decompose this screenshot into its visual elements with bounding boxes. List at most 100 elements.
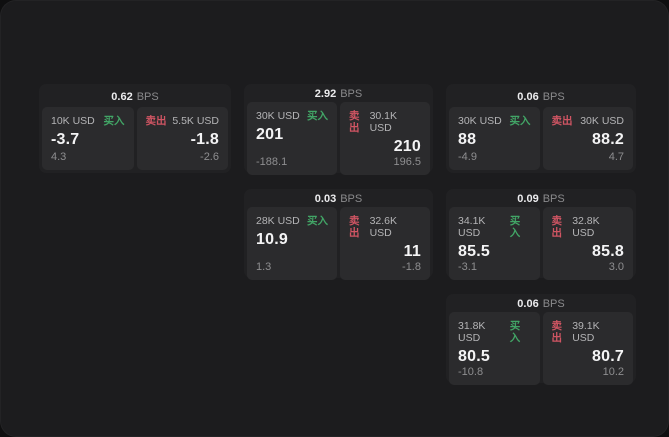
buy-price: 201 (256, 126, 284, 143)
spread-bps-unit: BPS (542, 90, 565, 103)
sell-panel[interactable]: 卖出 30K USD 88.2 4.7 (542, 107, 633, 170)
buy-sub-value: -3.1 (458, 261, 477, 273)
buy-panel[interactable]: 10K USD 买入 -3.7 4.3 (42, 107, 134, 170)
sell-notional: 32.6K USD (369, 215, 398, 239)
buy-panel[interactable]: 28K USD 买入 10.9 1.3 (247, 207, 337, 280)
sell-price: 11 (403, 243, 421, 260)
buy-side-label: 买入 (509, 115, 531, 127)
sell-notional: 39.1K USD (572, 320, 600, 344)
sell-sub-value: -2.6 (200, 151, 219, 163)
quote-body: 10K USD 买入 -3.7 4.3 卖出 5.5K USD -1.8 -2.… (42, 107, 228, 170)
sell-notional: 5.5K USD (172, 115, 219, 127)
buy-notional: 30K USD (458, 115, 502, 127)
buy-side-label: 买入 (509, 320, 521, 344)
sell-notional: 30.1K USD (369, 110, 398, 134)
quote-card: 0.09 BPS 34.1K USD 买入 85.5 -3.1 卖出 32.8K… (446, 189, 636, 280)
quote-card-grid: 0.62 BPS 10K USD 买入 -3.7 4.3 卖出 5.5K USD (39, 84, 636, 385)
spread-bps-unit: BPS (340, 88, 363, 100)
quote-card: 0.06 BPS 31.8K USD 买入 80.5 -10.8 卖出 39.1… (446, 294, 636, 385)
quote-card: 2.92 BPS 30K USD 买入 201 -188.1 卖出 30.1K … (244, 84, 433, 175)
sell-price: 85.8 (592, 243, 624, 260)
spread-header: 0.09 BPS (449, 193, 633, 205)
sell-panel[interactable]: 卖出 39.1K USD 80.7 10.2 (542, 312, 633, 385)
spread-bps-value: 0.03 (314, 193, 337, 205)
sell-panel[interactable]: 卖出 30.1K USD 210 196.5 (340, 102, 430, 175)
buy-panel-top: 30K USD 买入 (458, 115, 531, 127)
buy-price: 88 (458, 131, 477, 148)
buy-panel-top: 34.1K USD 买入 (458, 215, 531, 239)
sell-sub-value: 196.5 (393, 156, 421, 168)
buy-side-label: 买入 (103, 115, 125, 127)
spread-bps-value: 0.09 (517, 193, 539, 205)
buy-panel-top: 28K USD 买入 (256, 215, 328, 227)
sell-side-label: 卖出 (551, 215, 563, 239)
buy-panel[interactable]: 34.1K USD 买入 85.5 -3.1 (449, 207, 540, 280)
spread-bps-unit: BPS (136, 90, 159, 103)
sell-price: 80.7 (592, 348, 624, 365)
sell-notional: 32.8K USD (572, 215, 600, 239)
sell-sub-value: -1.8 (402, 261, 421, 273)
sell-sub-value: 3.0 (608, 261, 624, 273)
buy-sub-value: -4.9 (458, 151, 477, 163)
sell-panel-top: 卖出 32.6K USD (349, 215, 421, 239)
sell-panel[interactable]: 卖出 5.5K USD -1.8 -2.6 (136, 107, 228, 170)
buy-notional: 30K USD (256, 110, 300, 122)
spread-bps-value: 2.92 (314, 88, 337, 100)
buy-side-label: 买入 (307, 110, 328, 122)
buy-price: 80.5 (458, 348, 490, 365)
quote-body: 30K USD 买入 88 -4.9 卖出 30K USD 88.2 4.7 (449, 107, 633, 170)
spread-bps-unit: BPS (542, 298, 565, 310)
spread-bps-unit: BPS (542, 193, 565, 205)
sell-panel-top: 卖出 39.1K USD (552, 320, 625, 344)
spread-bps-value: 0.06 (517, 90, 539, 103)
buy-side-label: 买入 (509, 215, 521, 239)
buy-sub-value: 1.3 (256, 261, 272, 273)
spread-header: 0.03 BPS (247, 193, 430, 205)
buy-notional: 31.8K USD (458, 320, 486, 344)
sell-panel[interactable]: 卖出 32.6K USD 11 -1.8 (340, 207, 430, 280)
sell-panel-top: 卖出 30K USD (552, 115, 625, 127)
buy-side-label: 买入 (307, 215, 328, 227)
buy-panel[interactable]: 30K USD 买入 88 -4.9 (449, 107, 540, 170)
quote-card: 0.06 BPS 30K USD 买入 88 -4.9 卖出 30K USD (446, 84, 636, 173)
buy-sub-value: 4.3 (51, 151, 67, 163)
spread-bps-value: 0.62 (111, 90, 133, 103)
sell-price: 88.2 (592, 131, 624, 148)
sell-price: -1.8 (190, 131, 219, 148)
spread-header: 2.92 BPS (247, 88, 430, 100)
buy-panel-top: 30K USD 买入 (256, 110, 328, 122)
buy-price: 85.5 (458, 243, 490, 260)
buy-panel[interactable]: 31.8K USD 买入 80.5 -10.8 (449, 312, 540, 385)
buy-sub-value: -10.8 (458, 366, 484, 378)
sell-side-label: 卖出 (551, 115, 573, 127)
buy-notional: 28K USD (256, 215, 300, 227)
quote-card: 0.62 BPS 10K USD 买入 -3.7 4.3 卖出 5.5K USD (39, 84, 231, 173)
buy-price: 10.9 (256, 231, 288, 248)
sell-side-label: 卖出 (349, 110, 360, 134)
quote-body: 30K USD 买入 201 -188.1 卖出 30.1K USD 210 1… (247, 102, 430, 175)
buy-notional: 10K USD (51, 115, 95, 127)
sell-side-label: 卖出 (349, 215, 360, 239)
spread-header: 0.06 BPS (449, 298, 633, 310)
sell-sub-value: 4.7 (608, 151, 624, 163)
quote-card: 0.03 BPS 28K USD 买入 10.9 1.3 卖出 32.6K US… (244, 189, 433, 280)
sell-side-label: 卖出 (145, 115, 167, 127)
sell-panel-top: 卖出 5.5K USD (146, 115, 220, 127)
sell-side-label: 卖出 (551, 320, 563, 344)
sell-panel-top: 卖出 32.8K USD (552, 215, 625, 239)
spread-header: 0.06 BPS (449, 88, 633, 105)
buy-panel-top: 10K USD 买入 (51, 115, 125, 127)
buy-panel-top: 31.8K USD 买入 (458, 320, 531, 344)
buy-panel[interactable]: 30K USD 买入 201 -188.1 (247, 102, 337, 175)
buy-sub-value: -188.1 (256, 156, 288, 168)
quote-body: 28K USD 买入 10.9 1.3 卖出 32.6K USD 11 -1.8 (247, 207, 430, 280)
quote-body: 34.1K USD 买入 85.5 -3.1 卖出 32.8K USD 85.8… (449, 207, 633, 280)
spread-bps-value: 0.06 (517, 298, 539, 310)
buy-notional: 34.1K USD (458, 215, 486, 239)
sell-sub-value: 10.2 (602, 366, 624, 378)
sell-panel[interactable]: 卖出 32.8K USD 85.8 3.0 (542, 207, 633, 280)
quote-body: 31.8K USD 买入 80.5 -10.8 卖出 39.1K USD 80.… (449, 312, 633, 385)
sell-notional: 30K USD (580, 115, 624, 127)
buy-price: -3.7 (51, 131, 80, 148)
